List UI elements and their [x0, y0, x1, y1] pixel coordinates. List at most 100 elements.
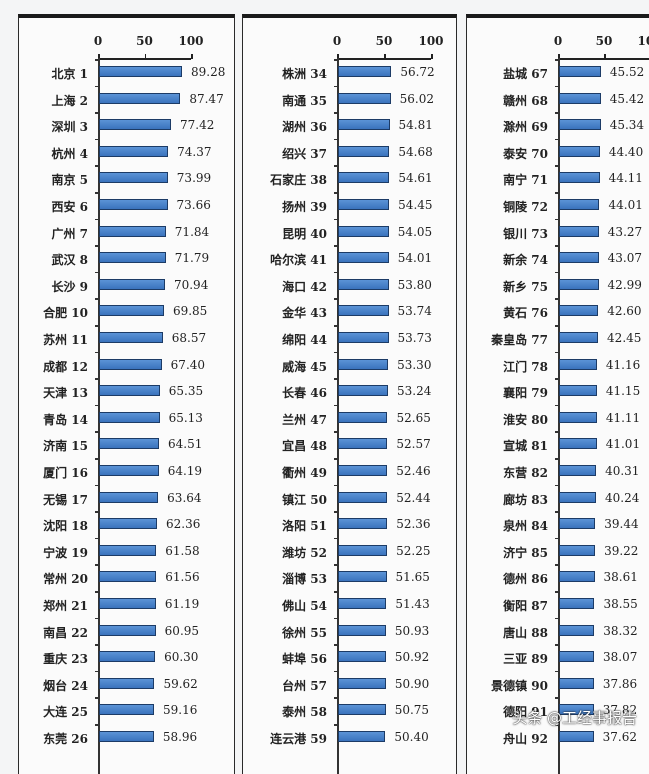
- y-tick-mark: [555, 484, 558, 487]
- city-rank-label: 石家庄 38: [270, 173, 327, 188]
- bar-row: 洛阳 51 52.36: [243, 511, 456, 535]
- value-label: 52.36: [396, 517, 431, 532]
- x-tick-mark: [98, 54, 100, 59]
- value-label: 71.79: [174, 251, 210, 266]
- bar: [559, 624, 595, 636]
- value-label: 53.74: [397, 304, 432, 319]
- y-tick-mark: [334, 591, 337, 593]
- bar-row: 烟台 24 59.62: [19, 670, 234, 695]
- city-rank-label: 江门 78: [503, 359, 548, 374]
- city-rank-label: 济南 15: [43, 439, 88, 454]
- bar: [338, 92, 391, 104]
- city-rank-label: 潍坊 52: [282, 545, 327, 560]
- y-tick-mark: [334, 245, 337, 247]
- y-tick-mark: [555, 351, 558, 354]
- value-label: 45.42: [609, 91, 645, 106]
- city-rank-label: 无锡 17: [43, 492, 88, 507]
- value-label: 50.93: [394, 623, 430, 638]
- bar-row: 绍兴 37 54.68: [243, 138, 456, 163]
- value-label: 61.58: [165, 543, 200, 558]
- city-rank-label: 舟山 92: [503, 732, 548, 746]
- bar-row: 绵阳 44 53.73: [243, 325, 456, 349]
- city-rank-label: 株洲 34: [282, 67, 327, 81]
- y-tick-mark: [334, 564, 337, 566]
- city-rank-label: 三亚 89: [503, 652, 548, 667]
- chart-panel-2: 0 50 100 株洲 34 56.72 南通 35 56.02 湖州 36 54.81 绍兴 3…: [242, 14, 457, 774]
- city-rank-label: 德州 86: [503, 572, 548, 587]
- value-label: 51.43: [395, 597, 430, 611]
- value-label: 67.40: [170, 357, 206, 372]
- bar-row: 湖州 36 54.81: [243, 112, 456, 136]
- y-tick-mark: [555, 537, 558, 540]
- bar-row: 海口 42 53.80: [243, 271, 456, 296]
- city-rank-label: 杭州 4: [51, 146, 88, 161]
- value-label: 50.40: [394, 730, 429, 744]
- y-tick-mark: [95, 351, 98, 354]
- x-tick-label: 50: [375, 34, 393, 48]
- city-rank-label: 威海 45: [282, 359, 327, 374]
- value-label: 73.66: [176, 198, 211, 212]
- city-rank-label: 新余 74: [503, 253, 548, 268]
- bar-row: 佛山 54 51.43: [243, 591, 456, 615]
- watermark: 头条 @工经事报告: [512, 709, 637, 727]
- y-tick-mark: [95, 218, 98, 221]
- bar: [99, 491, 159, 503]
- bar-row: 新乡 75 42.99: [467, 271, 649, 296]
- bar: [338, 438, 388, 450]
- value-label: 64.19: [167, 464, 203, 478]
- bar-row: 杭州 4 74.37: [19, 138, 234, 163]
- city-rank-label: 唐山 88: [503, 625, 548, 640]
- bar: [99, 438, 159, 450]
- value-label: 43.07: [607, 251, 642, 266]
- bar-row: 秦皇岛 77 42.45: [467, 325, 649, 349]
- bar-row: 广州 7 71.84: [19, 218, 234, 243]
- bar: [338, 677, 386, 689]
- bar-row: 三亚 89 38.07: [467, 644, 649, 668]
- bar: [559, 704, 594, 716]
- bar-row: 南京 5 73.99: [19, 165, 234, 189]
- bar: [559, 465, 597, 476]
- bar: [559, 571, 595, 583]
- y-tick-mark: [555, 697, 558, 699]
- y-tick-mark: [555, 511, 558, 513]
- bar: [99, 92, 181, 104]
- bar: [559, 278, 599, 290]
- city-rank-label: 徐州 55: [282, 625, 327, 640]
- bar-row: 镇江 50 52.44: [243, 484, 456, 509]
- value-label: 42.45: [607, 331, 642, 345]
- bar: [99, 119, 171, 131]
- bar-row: 北京 1 89.28: [19, 59, 234, 83]
- value-label: 52.65: [396, 410, 431, 425]
- bar: [338, 172, 390, 184]
- bar-row: 昆明 40 54.05: [243, 218, 456, 243]
- bar-row: 武汉 8 71.79: [19, 245, 234, 269]
- bar: [99, 332, 163, 343]
- y-tick-mark: [555, 325, 558, 327]
- x-tick-mark: [337, 54, 339, 59]
- value-label: 56.02: [399, 91, 435, 106]
- bar-row: 济南 15 64.51: [19, 431, 234, 455]
- value-label: 45.34: [609, 118, 645, 133]
- bar: [559, 119, 601, 131]
- city-rank-label: 西安 6: [51, 200, 88, 214]
- bar-row: 无锡 17 63.64: [19, 484, 234, 509]
- bar-row: 厦门 16 64.19: [19, 458, 234, 482]
- city-rank-label: 新乡 75: [503, 279, 548, 294]
- bar-row: 大连 25 59.16: [19, 697, 234, 721]
- city-rank-label: 铜陵 72: [503, 200, 548, 214]
- y-tick-mark: [334, 325, 337, 327]
- city-rank-label: 厦门 16: [43, 466, 88, 480]
- bar-row: 德州 86 38.61: [467, 564, 649, 588]
- city-rank-label: 郑州 21: [43, 599, 88, 613]
- bar-row: 衡阳 87 38.55: [467, 591, 649, 615]
- bar-row: 上海 2 87.47: [19, 85, 234, 110]
- bar-row: 江门 78 41.16: [467, 351, 649, 376]
- value-label: 77.42: [180, 118, 215, 133]
- city-rank-label: 武汉 8: [51, 253, 88, 268]
- bar: [99, 518, 157, 530]
- bar-row: 黄石 76 42.60: [467, 298, 649, 322]
- y-tick-mark: [95, 458, 98, 460]
- value-label: 62.36: [165, 517, 201, 532]
- y-axis-line: [98, 58, 100, 774]
- value-label: 41.15: [605, 384, 641, 399]
